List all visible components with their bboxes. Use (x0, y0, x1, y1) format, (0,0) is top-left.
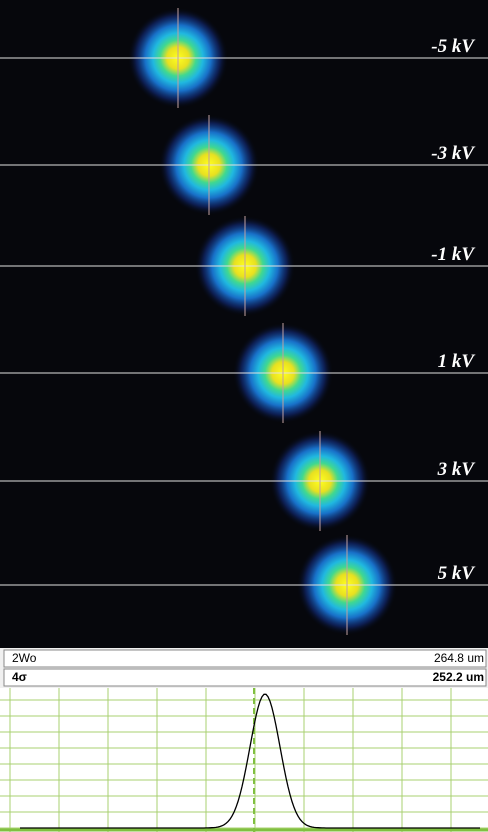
voltage-label: 3 kV (437, 459, 476, 480)
measurement-name: 4σ (12, 670, 27, 684)
voltage-label: -1 kV (431, 244, 475, 265)
measurement-value: 264.8 um (434, 651, 484, 665)
camera-image (0, 0, 488, 648)
voltage-label: -5 kV (431, 36, 475, 57)
measurement-name: 2Wo (12, 651, 37, 665)
profile-plot (0, 688, 488, 832)
voltage-label: 5 kV (438, 563, 476, 584)
measurement-value: 252.2 um (433, 670, 484, 684)
measurement-row (4, 650, 486, 667)
measurement-row (4, 669, 486, 686)
voltage-label: -3 kV (431, 143, 475, 164)
voltage-label: 1 kV (438, 351, 476, 372)
beam-profiler: -5 kV -3 kV -1 kV 1 kV 3 kV 5 kV 2Wo 264.8 um… (0, 0, 488, 832)
